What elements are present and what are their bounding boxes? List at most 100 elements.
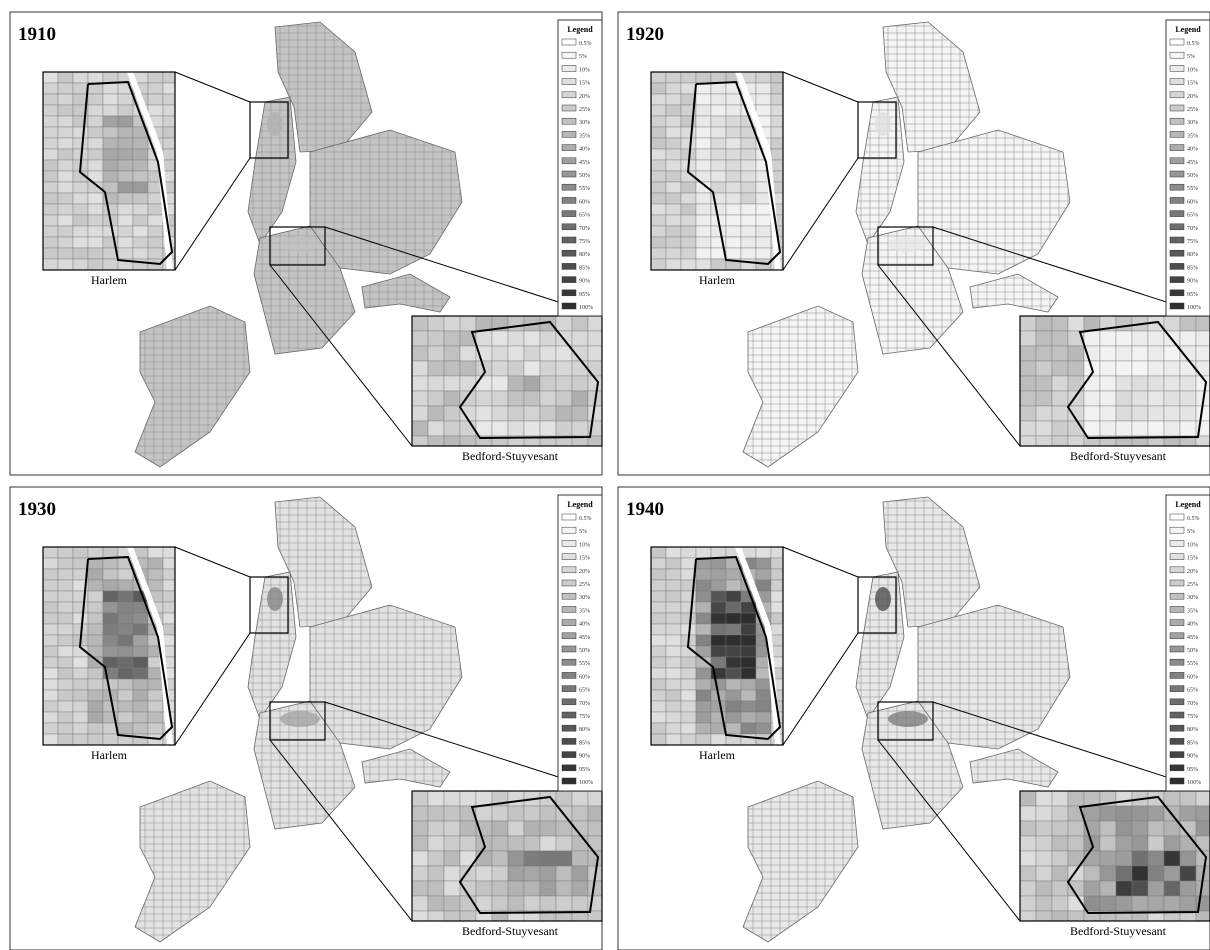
inset-cell — [43, 105, 58, 116]
inset-cell — [1084, 331, 1100, 346]
inset-cell — [1132, 331, 1148, 346]
legend-swatch — [1170, 606, 1184, 612]
inset-cell — [103, 171, 118, 182]
inset-cell — [1148, 361, 1164, 376]
inset-cell — [1164, 391, 1180, 406]
inset-cell — [88, 248, 103, 259]
legend-label: 75% — [579, 239, 590, 245]
inset-cell — [572, 806, 588, 821]
inset-cell — [73, 248, 88, 259]
inset-cell — [711, 646, 726, 657]
inset-cell — [1116, 866, 1132, 881]
inset-cell — [651, 259, 666, 270]
inset-cell — [556, 376, 572, 391]
inset-cell — [43, 116, 58, 127]
inset-cell — [651, 193, 666, 204]
inset-cell — [88, 701, 103, 712]
inset-cell — [696, 613, 711, 624]
inset-cell — [412, 406, 428, 421]
inset-cell — [726, 182, 741, 193]
inset-cell — [43, 591, 58, 602]
inset-cell — [103, 569, 118, 580]
map-panel: HarlemBedford-Stuyvesant1910Legend0.5%5%… — [10, 12, 604, 475]
inset-cell — [556, 361, 572, 376]
inset-cell — [696, 72, 711, 83]
inset-cell — [412, 896, 428, 911]
inset-cell — [492, 376, 508, 391]
inset-cell — [58, 72, 73, 83]
inset-cell — [508, 836, 524, 851]
inset-cell — [73, 690, 88, 701]
inset-cell — [133, 193, 148, 204]
inset-cell — [492, 806, 508, 821]
inset-cell — [1100, 821, 1116, 836]
inset-cell — [651, 613, 666, 624]
inset-cell — [412, 316, 428, 331]
inset-cell — [1084, 376, 1100, 391]
legend-label: 5% — [579, 54, 587, 60]
inset-cell — [1052, 361, 1068, 376]
inset-cell — [651, 215, 666, 226]
inset-label: Harlem — [91, 273, 128, 287]
inset-cell — [1180, 836, 1196, 851]
inset-cell — [741, 248, 756, 259]
inset-cell — [88, 580, 103, 591]
inset-cell — [43, 646, 58, 657]
legend-label: 100% — [579, 780, 593, 786]
map-cluster — [280, 236, 320, 252]
inset-cell — [118, 690, 133, 701]
inset-cell — [103, 138, 118, 149]
legend-label: 0.5% — [579, 516, 592, 522]
legend-swatch — [1170, 303, 1184, 309]
inset-cell — [508, 391, 524, 406]
inset-cell — [133, 613, 148, 624]
inset-cell — [540, 376, 556, 391]
inset-harlem — [651, 72, 786, 270]
inset-cell — [572, 421, 588, 436]
inset-cell — [696, 723, 711, 734]
inset-cell — [726, 138, 741, 149]
inset-cell — [741, 149, 756, 160]
inset-cell — [741, 171, 756, 182]
legend-swatch — [1170, 593, 1184, 599]
legend-swatch — [562, 105, 576, 111]
legend-label: 25% — [1187, 107, 1198, 113]
inset-cell — [43, 127, 58, 138]
inset-cell — [43, 204, 58, 215]
legend-swatch — [562, 633, 576, 639]
legend-label: 5% — [1187, 54, 1195, 60]
inset-cell — [651, 226, 666, 237]
inset-cell — [1148, 851, 1164, 866]
inset-cell — [572, 791, 588, 806]
inset-cell — [711, 105, 726, 116]
legend-swatch — [562, 752, 576, 758]
inset-cell — [666, 248, 681, 259]
inset-cell — [524, 806, 540, 821]
inset-cell — [681, 701, 696, 712]
legend-label: 30% — [579, 595, 590, 601]
inset-cell — [492, 346, 508, 361]
inset-cell — [476, 881, 492, 896]
inset-cell — [666, 624, 681, 635]
inset-cell — [73, 602, 88, 613]
inset-cell — [1052, 851, 1068, 866]
inset-cell — [1084, 851, 1100, 866]
inset-cell — [696, 215, 711, 226]
inset-cell — [524, 836, 540, 851]
inset-cell — [651, 580, 666, 591]
inset-cell — [103, 602, 118, 613]
inset-cell — [696, 160, 711, 171]
inset-cell — [428, 821, 444, 836]
inset-cell — [524, 361, 540, 376]
inset-cell — [726, 657, 741, 668]
inset-cell — [726, 193, 741, 204]
inset-cell — [460, 791, 476, 806]
inset-cell — [1196, 361, 1210, 376]
inset-cell — [133, 226, 148, 237]
inset-cell — [741, 613, 756, 624]
inset-cell — [711, 138, 726, 149]
inset-cell — [58, 701, 73, 712]
inset-cell — [1100, 881, 1116, 896]
inset-cell — [103, 734, 118, 745]
inset-cell — [681, 734, 696, 745]
